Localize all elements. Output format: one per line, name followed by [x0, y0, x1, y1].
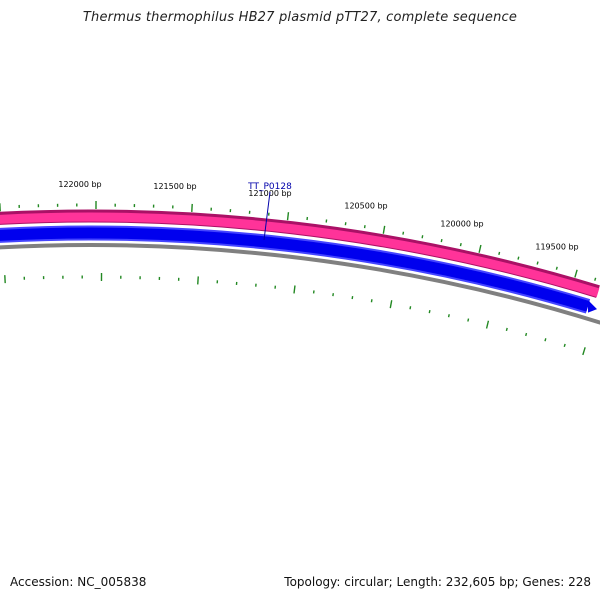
ruler-label: 122000 bp — [58, 180, 101, 189]
reverse-track — [0, 227, 590, 312]
ruler-tick-outer — [498, 251, 501, 255]
ruler-tick-inner — [544, 338, 547, 342]
ruler-tick-outer — [382, 225, 386, 234]
ruler-tick-inner — [582, 347, 586, 356]
ruler-tick-inner — [389, 300, 393, 309]
map-title: Thermus thermophilus HB27 plasmid pTT27,… — [82, 10, 518, 25]
ruler-tick-outer — [478, 244, 482, 253]
ruler-label: 119500 bp — [535, 243, 578, 252]
ruler-tick-inner — [563, 343, 566, 347]
ruler-tick-outer — [421, 235, 424, 239]
ruler-tick-inner — [525, 332, 528, 337]
gene-callout-line — [263, 191, 271, 241]
ruler-label: 120000 bp — [440, 220, 483, 229]
ruler-tick-inner — [467, 318, 470, 322]
ruler-tick-outer — [440, 238, 443, 243]
ruler-tick-outer — [594, 277, 597, 281]
ruler-tick-outer — [402, 231, 405, 235]
backbone-arc — [0, 243, 600, 325]
ruler-tick-outer — [574, 269, 578, 278]
ruler-tick-inner — [505, 327, 508, 332]
ruler-tick-inner — [428, 310, 431, 314]
ruler-label: 121500 bp — [153, 182, 196, 191]
gene-label: TT_P0128 — [247, 182, 292, 192]
ruler-tick-inner — [485, 320, 490, 329]
ruler-tick-outer — [517, 256, 520, 260]
ruler-tick-outer — [459, 243, 462, 247]
accession-label: Accession: NC_005838 — [10, 575, 147, 589]
ruler-tick-outer — [555, 266, 558, 270]
ruler-tick-inner — [447, 314, 450, 318]
ruler-label: 120500 bp — [344, 202, 387, 211]
ruler-tick-inner — [409, 306, 412, 310]
ruler-tick-inner — [293, 285, 296, 294]
ruler-tick-outer — [536, 261, 539, 265]
ruler-tick-outer — [286, 212, 290, 221]
forward-track — [0, 212, 600, 297]
sequence-summary: Topology: circular; Length: 232,605 bp; … — [284, 575, 591, 589]
reverse-track-arrowhead — [588, 300, 597, 313]
ruler-tick-inner — [370, 299, 373, 303]
ruler-tick-inner — [197, 276, 199, 285]
